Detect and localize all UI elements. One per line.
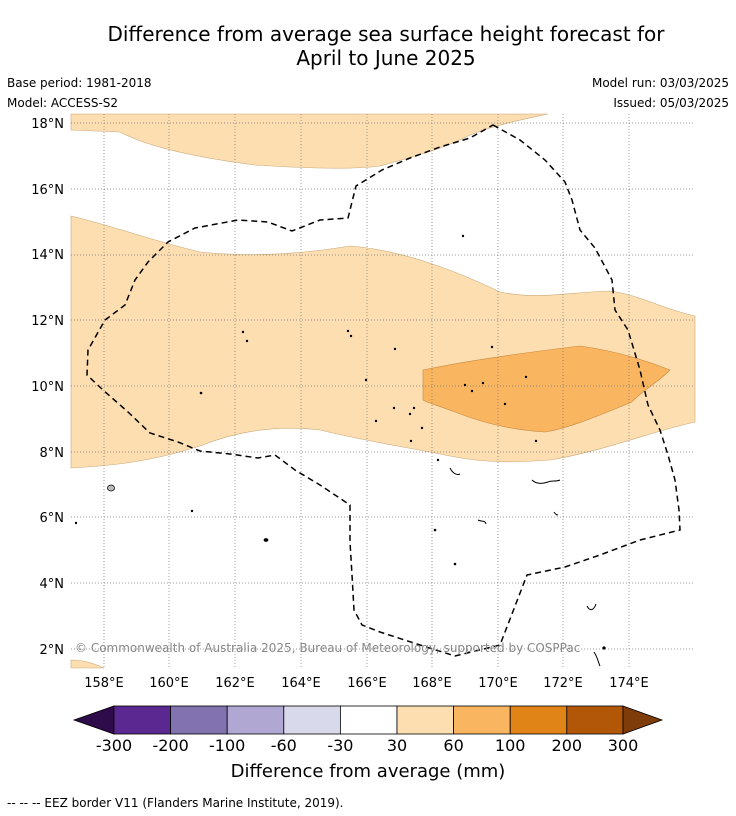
lon-labels: 158°E 160°E 162°E 164°E 166°E 168°E 170°… bbox=[84, 676, 649, 691]
lon-label: 158°E bbox=[84, 676, 124, 691]
colorbar-bin bbox=[113, 705, 171, 735]
anomaly-area-30-60-north bbox=[70, 113, 549, 169]
colorbar-tick: 100 bbox=[494, 736, 526, 755]
colorbar-tick: 200 bbox=[551, 736, 583, 755]
anomaly-area-30-60-south bbox=[70, 659, 105, 669]
lon-label: 170°E bbox=[478, 676, 518, 691]
issued-date: Issued: 05/03/2025 bbox=[613, 96, 729, 110]
eez-legend-note: -- -- -- EEZ border V11 (Flanders Marine… bbox=[7, 796, 344, 810]
colorbar-bin bbox=[396, 705, 454, 735]
meta-left: Base period: 1981-2018 Model: ACCESS-S2 bbox=[7, 73, 152, 113]
colorbar-bin bbox=[226, 705, 285, 735]
colorbar-tick: -200 bbox=[152, 736, 189, 755]
colorbar-title: Difference from average (mm) bbox=[230, 761, 506, 782]
colorbar-tick: 300 bbox=[607, 736, 639, 755]
colorbar-tick: -100 bbox=[209, 736, 246, 755]
lon-label: 164°E bbox=[281, 676, 321, 691]
colorbar-tick: -60 bbox=[270, 736, 297, 755]
map-title-line2: April to June 2025 bbox=[296, 46, 476, 70]
colorbar-extend-high bbox=[622, 705, 664, 735]
lat-labels: 18°N 16°N 14°N 12°N 10°N 8°N 6°N 4°N 2°N bbox=[31, 117, 64, 658]
colorbar-extend-low bbox=[72, 705, 115, 735]
model-name: Model: ACCESS-S2 bbox=[7, 96, 119, 110]
colorbar-tick: -300 bbox=[95, 736, 133, 755]
lat-label: 14°N bbox=[31, 248, 64, 263]
eez-border bbox=[86, 124, 681, 657]
islands bbox=[74, 234, 606, 650]
meta-right: Model run: 03/03/2025 Issued: 05/03/2025 bbox=[592, 73, 729, 113]
lat-label: 4°N bbox=[40, 577, 65, 592]
lat-label: 18°N bbox=[31, 117, 64, 132]
lat-label: 10°N bbox=[31, 380, 64, 395]
map-title: Difference from average sea surface heig… bbox=[40, 22, 732, 70]
lon-label: 162°E bbox=[215, 676, 255, 691]
lat-label: 6°N bbox=[40, 511, 65, 526]
colorbar-tick: -30 bbox=[327, 736, 354, 755]
lon-label: 172°E bbox=[543, 676, 583, 691]
colorbar-tick: 60 bbox=[443, 736, 464, 755]
anomaly-area-30-60-central bbox=[70, 215, 696, 469]
lat-label: 2°N bbox=[40, 643, 65, 658]
colorbar-bin bbox=[453, 705, 511, 735]
map-title-line1: Difference from average sea surface heig… bbox=[107, 22, 665, 46]
model-run: Model run: 03/03/2025 bbox=[591, 76, 729, 90]
colorbar-bin bbox=[339, 705, 398, 735]
lat-label: 16°N bbox=[31, 183, 64, 198]
anomaly-area-60-100 bbox=[422, 345, 671, 433]
colorbar bbox=[72, 705, 664, 735]
lat-label: 12°N bbox=[31, 314, 64, 329]
map-gridlines bbox=[71, 114, 695, 668]
lon-label: 166°E bbox=[347, 676, 387, 691]
colorbar-tick: 30 bbox=[386, 736, 408, 755]
map-plot-area bbox=[70, 113, 696, 669]
colorbar-bin bbox=[283, 705, 341, 735]
lon-label: 168°E bbox=[412, 676, 452, 691]
copyright-credit: © Commonwealth of Australia 2025, Bureau… bbox=[75, 641, 581, 655]
lat-label: 8°N bbox=[40, 446, 65, 461]
colorbar-bin bbox=[170, 705, 228, 735]
colorbar-bin bbox=[566, 705, 624, 735]
atolls bbox=[449, 467, 601, 667]
colorbar-bin bbox=[509, 705, 568, 735]
base-period: Base period: 1981-2018 bbox=[7, 76, 152, 90]
lon-label: 174°E bbox=[609, 676, 649, 691]
lon-label: 160°E bbox=[149, 676, 189, 691]
